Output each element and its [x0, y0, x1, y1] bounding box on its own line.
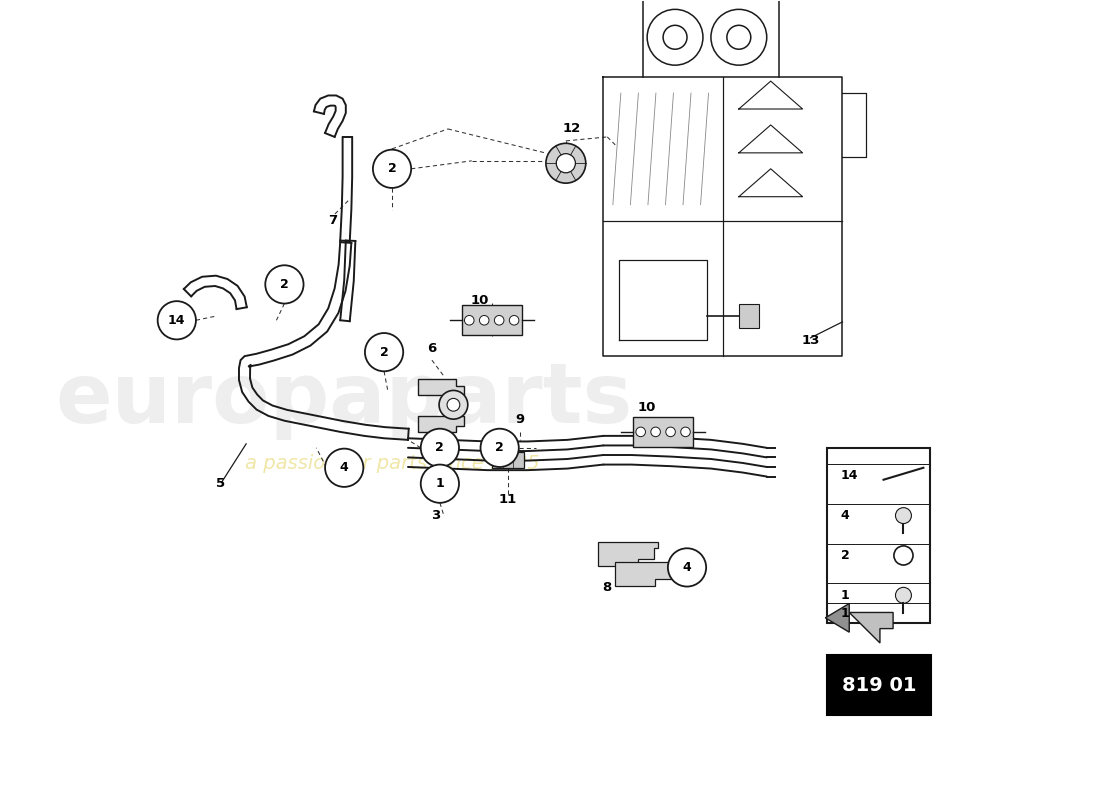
Circle shape: [447, 398, 460, 411]
Text: 2: 2: [387, 162, 396, 175]
Text: 12: 12: [562, 122, 581, 135]
Circle shape: [480, 315, 490, 325]
Circle shape: [494, 315, 504, 325]
Circle shape: [681, 427, 691, 437]
Text: 10: 10: [638, 402, 657, 414]
Text: a passion for parts since 1985: a passion for parts since 1985: [245, 454, 539, 474]
Text: 1: 1: [840, 589, 849, 602]
Text: 2: 2: [280, 278, 289, 291]
Text: 10: 10: [471, 294, 488, 307]
Circle shape: [557, 154, 575, 173]
Text: 13: 13: [802, 334, 820, 346]
Text: 4: 4: [840, 509, 849, 522]
Circle shape: [895, 587, 912, 603]
Circle shape: [365, 333, 404, 371]
Text: 11: 11: [498, 493, 517, 506]
Circle shape: [509, 315, 519, 325]
Polygon shape: [597, 542, 658, 566]
Bar: [827, 655, 931, 715]
Text: 1: 1: [436, 478, 444, 490]
Circle shape: [636, 427, 646, 437]
Text: 2: 2: [495, 442, 504, 454]
Polygon shape: [615, 562, 675, 586]
Circle shape: [157, 301, 196, 339]
Circle shape: [265, 266, 304, 303]
Text: 8: 8: [603, 581, 612, 594]
Circle shape: [546, 143, 586, 183]
Text: 2: 2: [436, 442, 444, 454]
Bar: [462, 305, 521, 335]
Text: europaparts: europaparts: [56, 359, 632, 441]
Text: 2: 2: [840, 549, 849, 562]
Circle shape: [481, 429, 519, 467]
Bar: [634, 417, 693, 447]
Text: 7: 7: [328, 214, 337, 227]
Bar: [739, 304, 759, 328]
Text: 9: 9: [515, 414, 525, 426]
Polygon shape: [849, 613, 893, 643]
Text: 14: 14: [168, 314, 186, 326]
Circle shape: [420, 465, 459, 503]
Text: 6: 6: [427, 342, 437, 354]
Circle shape: [373, 150, 411, 188]
Circle shape: [895, 508, 912, 523]
Circle shape: [666, 427, 675, 437]
Text: 14: 14: [840, 470, 858, 482]
Circle shape: [464, 315, 474, 325]
Circle shape: [439, 390, 468, 419]
Bar: [493, 452, 525, 468]
Polygon shape: [418, 416, 464, 432]
Circle shape: [668, 548, 706, 586]
Polygon shape: [825, 603, 849, 632]
Text: 819 01: 819 01: [842, 675, 916, 694]
Text: 4: 4: [340, 462, 349, 474]
Circle shape: [651, 427, 660, 437]
Text: 3: 3: [431, 509, 440, 522]
Bar: [826, 448, 931, 623]
Polygon shape: [418, 379, 464, 395]
Text: 1: 1: [840, 607, 849, 620]
Text: 2: 2: [379, 346, 388, 358]
Text: 5: 5: [216, 478, 225, 490]
Circle shape: [420, 429, 459, 467]
Circle shape: [326, 449, 363, 487]
Text: 4: 4: [683, 561, 692, 574]
